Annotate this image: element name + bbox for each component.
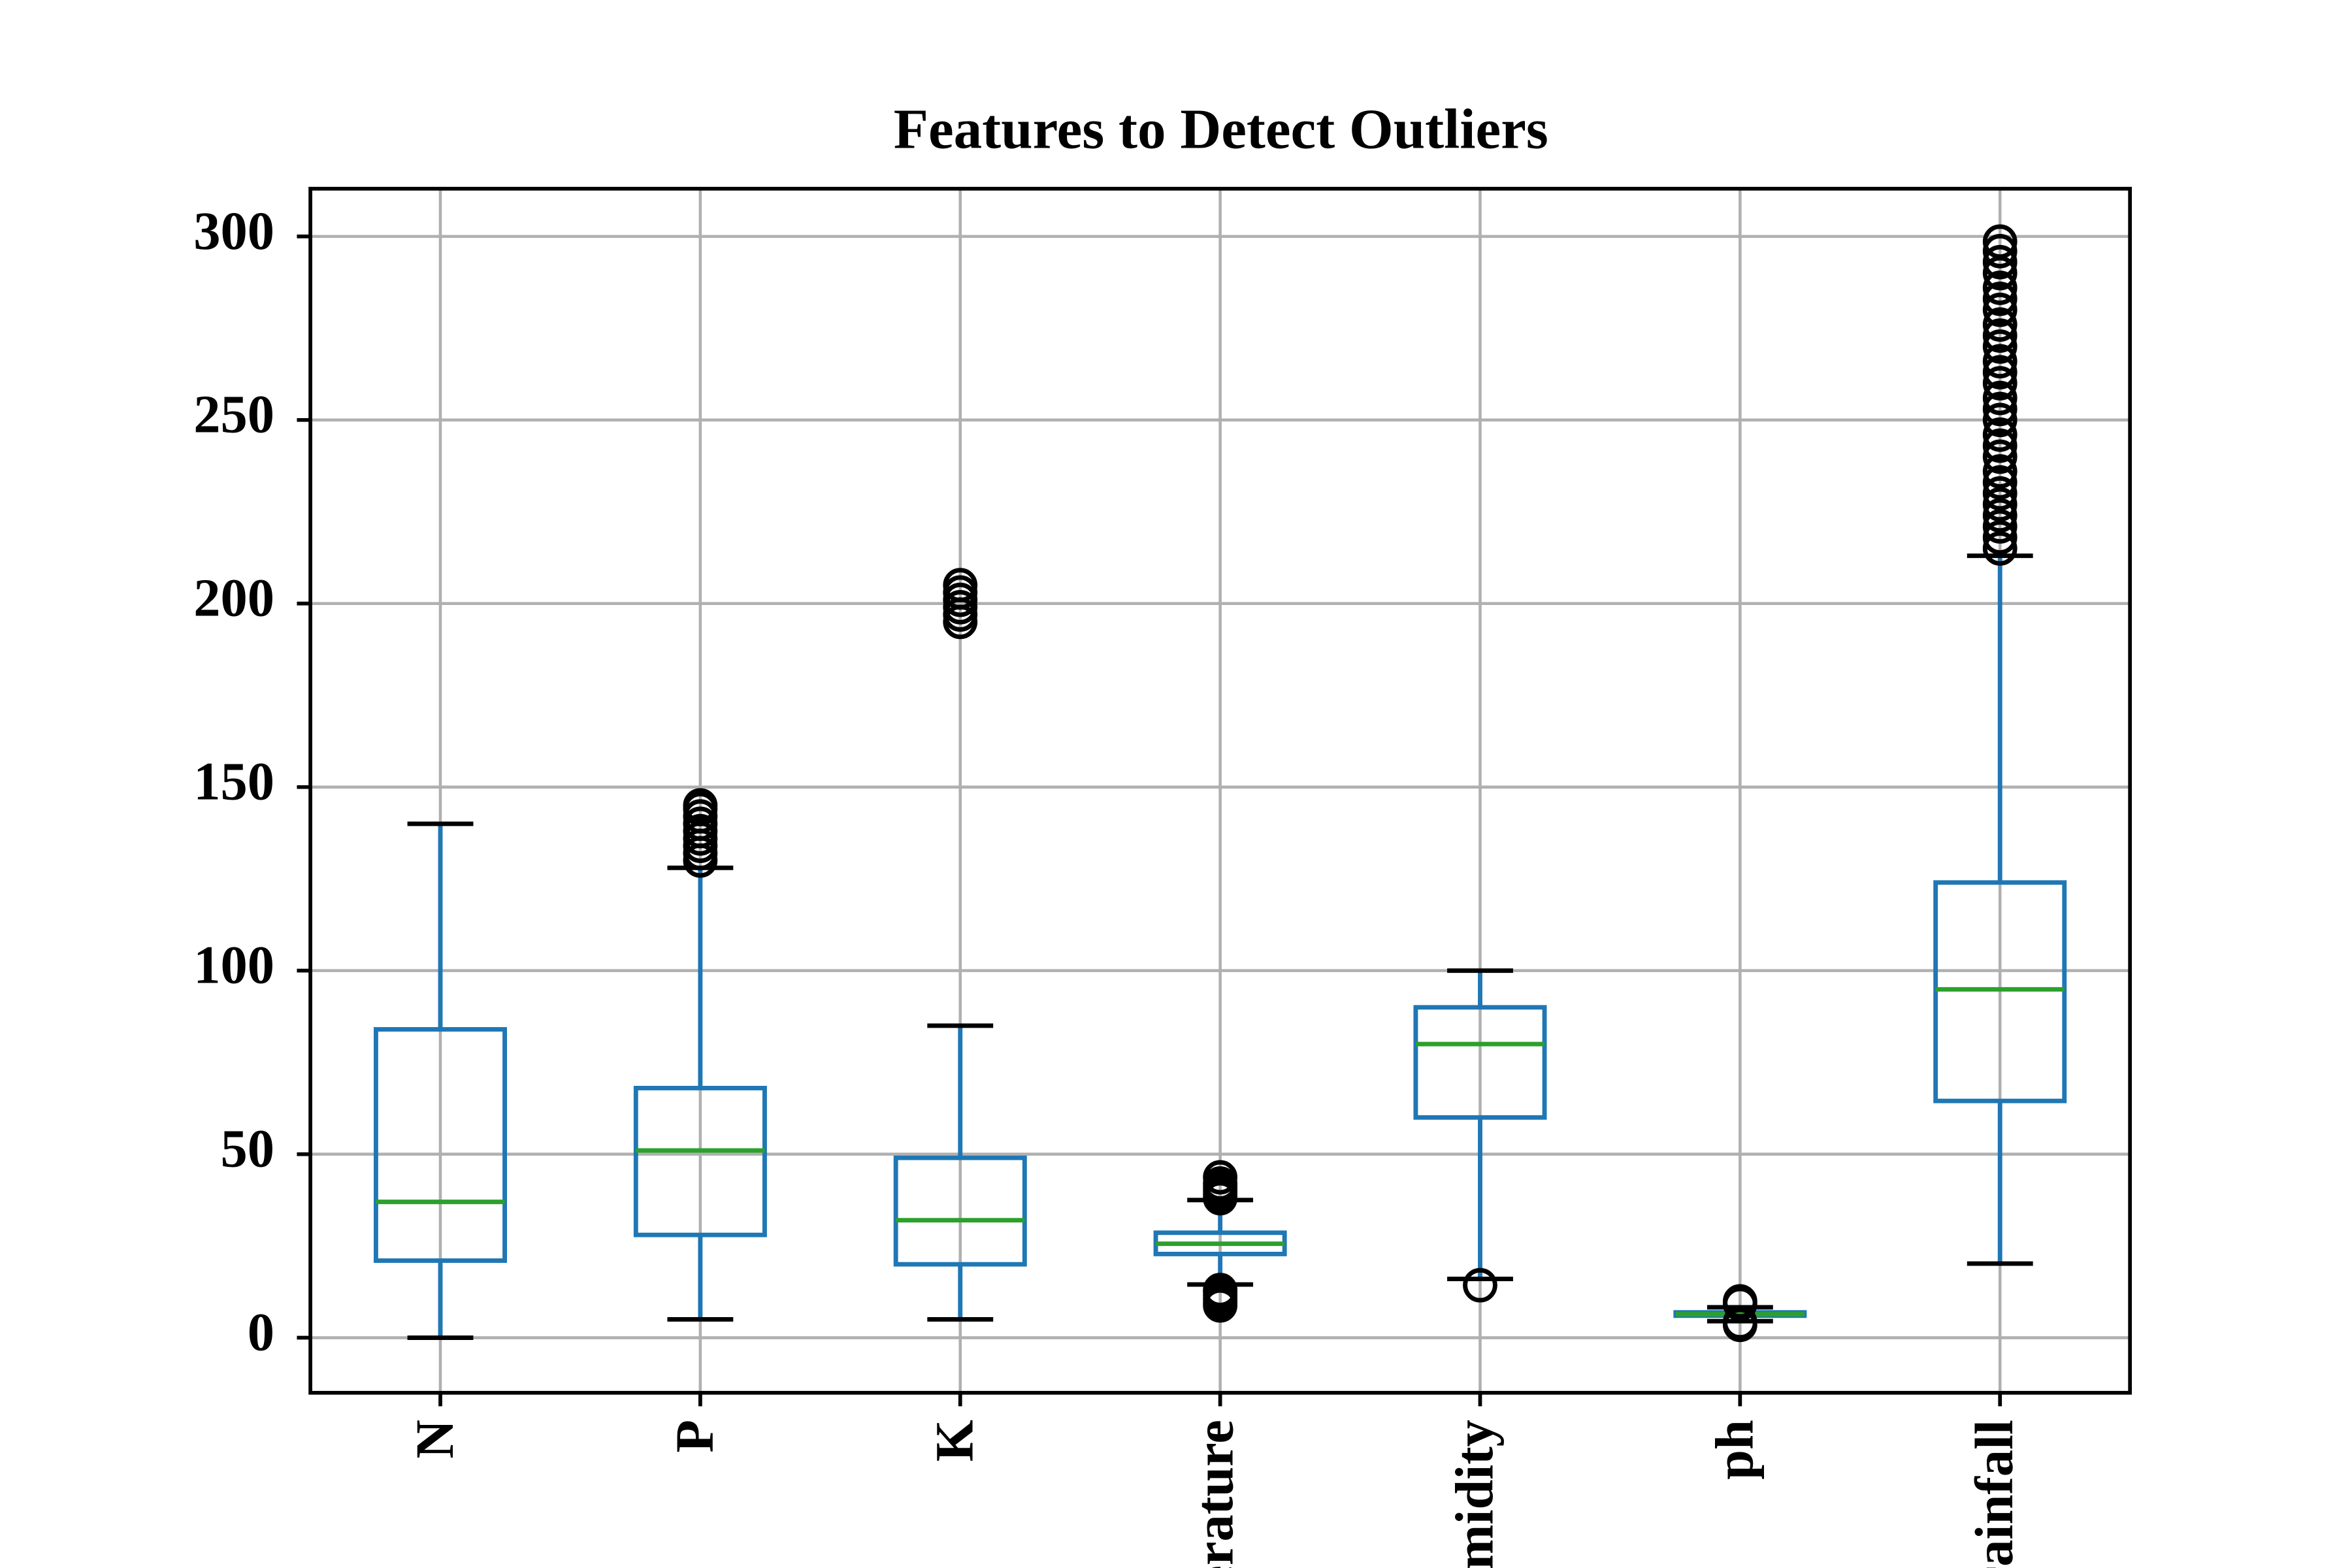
flier (1982, 428, 2017, 463)
flier (1203, 1160, 1237, 1195)
y-tick-label: 150 (193, 751, 274, 811)
flier (1982, 233, 2017, 269)
flier (683, 788, 718, 823)
flier (1982, 344, 2017, 379)
flier (1203, 1273, 1237, 1307)
flier (1982, 224, 2017, 259)
flier (1982, 402, 2017, 438)
flier (1982, 282, 2017, 316)
x-tick-label: N (404, 1420, 465, 1459)
box (374, 1027, 508, 1263)
flier (1982, 270, 2017, 305)
x-tick-label: temperature (1184, 1420, 1245, 1568)
x-tick-label: ph (1704, 1420, 1764, 1480)
x-tick-label: K (924, 1420, 985, 1462)
axes-frame (308, 186, 2132, 1395)
x-tick-label: humidity (1444, 1420, 1504, 1568)
flier (1723, 1305, 1757, 1340)
flier (1723, 1284, 1757, 1319)
flier (1982, 520, 2017, 555)
box (1413, 1005, 1547, 1120)
flier (1982, 509, 2017, 544)
y-tick-label: 200 (193, 568, 274, 628)
y-tick-label: 0 (248, 1301, 274, 1362)
flier (1982, 318, 2017, 353)
flier (1982, 307, 2017, 342)
flier (1982, 366, 2017, 400)
y-tick-label: 300 (193, 201, 274, 261)
chart-title: Features to Detect Outliers (894, 97, 1548, 160)
flier (1982, 329, 2017, 364)
flier (1982, 355, 2017, 390)
flier (1982, 454, 2017, 489)
flier (1982, 476, 2017, 511)
flier (1982, 498, 2017, 533)
flier (943, 568, 978, 603)
flier (1463, 1267, 1497, 1303)
flier (1982, 487, 2017, 522)
flier (1982, 292, 2017, 327)
flier (1982, 380, 2017, 416)
box (1933, 880, 2067, 1103)
flier (1982, 531, 2017, 566)
box (633, 1086, 767, 1237)
flier (1982, 439, 2017, 474)
flier (1982, 465, 2017, 500)
flier (1982, 391, 2017, 427)
x-tick-label: rainfall (1964, 1420, 2024, 1568)
y-tick-label: 100 (193, 935, 274, 995)
background (16, 0, 2336, 1568)
y-tick-label: 250 (193, 384, 274, 444)
x-tick-label: P (664, 1420, 725, 1452)
box (893, 1155, 1027, 1267)
y-tick-label: 50 (221, 1119, 275, 1179)
flier (1982, 244, 2017, 280)
flier (1982, 417, 2017, 452)
